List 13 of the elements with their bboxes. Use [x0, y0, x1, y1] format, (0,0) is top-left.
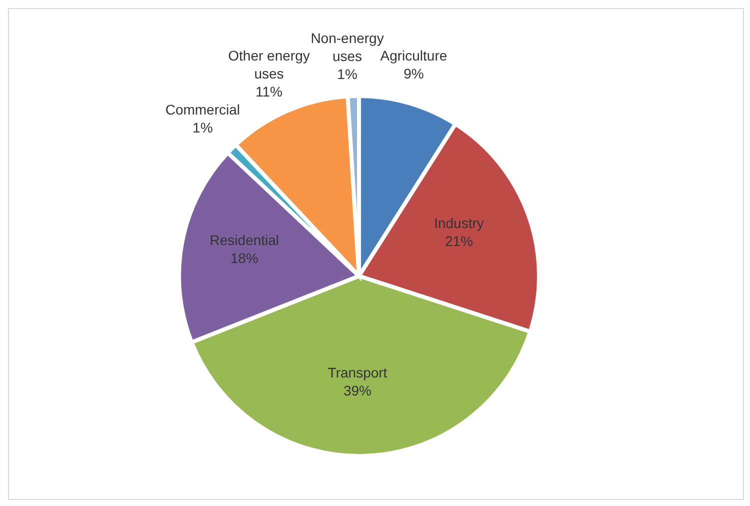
- slice-label: Commercial: [165, 101, 240, 118]
- data-label: 11%: [256, 83, 283, 100]
- slice-label: Industry: [434, 214, 484, 231]
- slice-label: Agriculture: [380, 47, 448, 64]
- slice-label: Transport: [328, 364, 388, 380]
- data-label: 9%: [404, 65, 424, 82]
- data-label: 1%: [337, 66, 358, 82]
- data-label: 21%: [444, 232, 474, 249]
- slice-label: Residential: [210, 232, 280, 248]
- data-label: 39%: [343, 382, 372, 398]
- slice-label: Other energy uses: [228, 47, 310, 82]
- data-label: 1%: [192, 119, 213, 136]
- data-label: 18%: [230, 250, 258, 266]
